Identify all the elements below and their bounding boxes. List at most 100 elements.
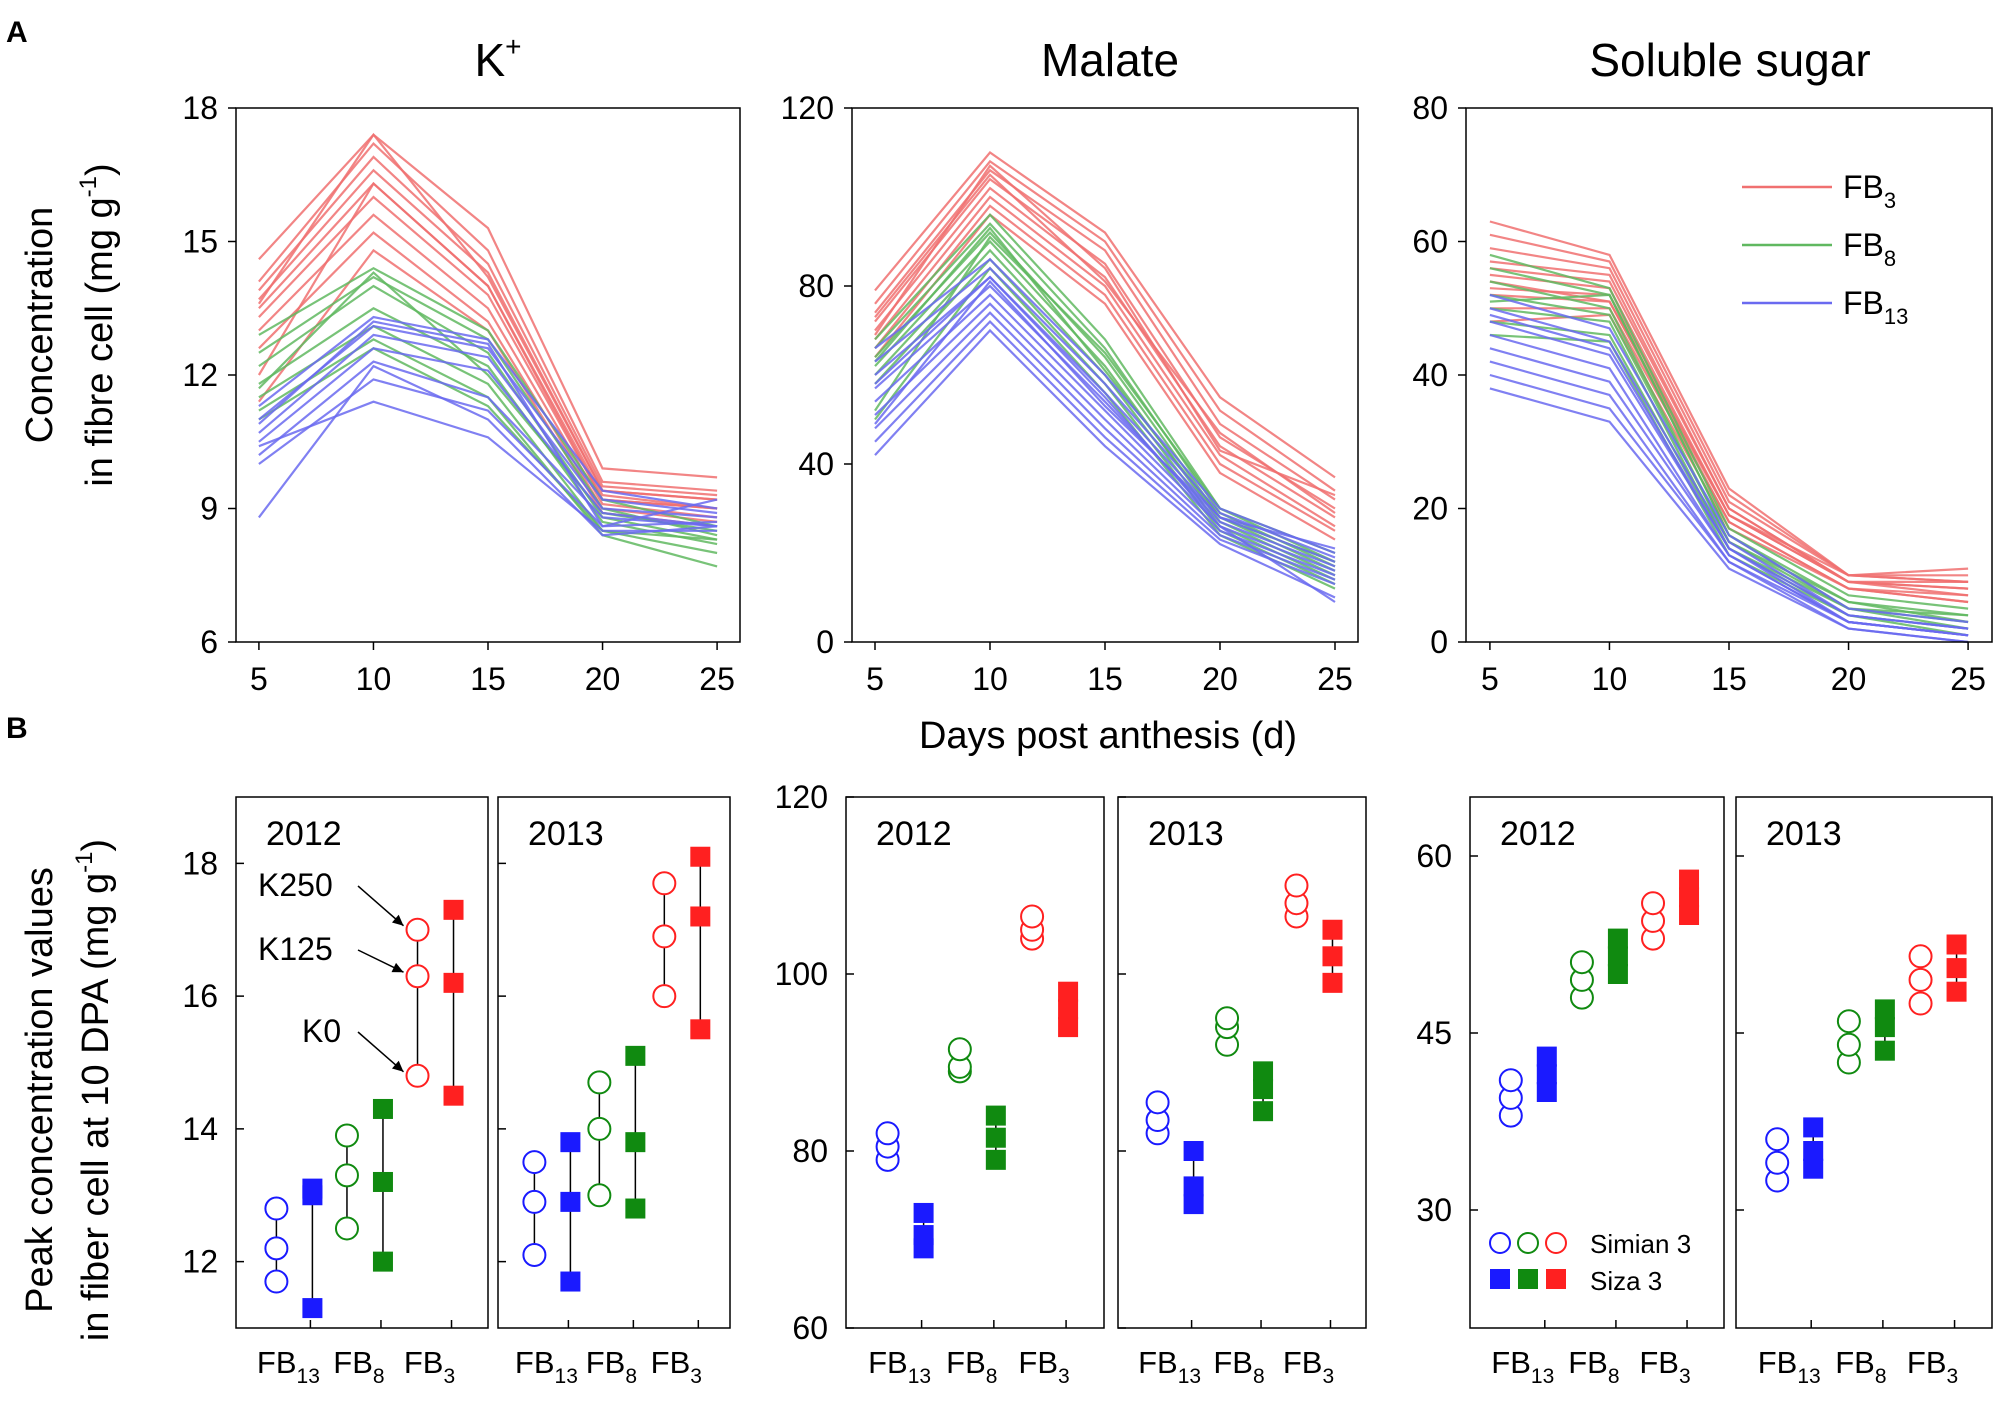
peak-subplot-2013: 2013 FB13 FB8 FB3: [1735, 796, 1993, 1388]
x-tick-label-sub: 13: [555, 1365, 578, 1388]
plot-frame: [1117, 796, 1367, 1329]
marker-simian-fb8: [1569, 950, 1594, 975]
marker-simian-fb13: [522, 1189, 547, 1214]
marker-siza-fb3: [443, 899, 464, 920]
series-line-fb13: [258, 364, 718, 537]
chart-title: Soluble sugar: [1589, 34, 1870, 86]
x-tick-label-sub: 8: [1253, 1365, 1265, 1388]
x-tick-label-fb3: FB3: [651, 1345, 702, 1388]
marker-siza-fb3: [1322, 919, 1343, 940]
y-tick-label: 45: [1416, 1015, 1452, 1051]
x-tick-label-fb3: FB3: [1907, 1345, 1958, 1388]
marker-siza-fb13: [302, 1178, 323, 1199]
marker-siza-fb8: [372, 1098, 393, 1119]
marker-simian-fb8: [947, 1037, 972, 1062]
x-tick-label-fb13: FB13: [257, 1345, 320, 1388]
legend-label-siza: Siza 3: [1590, 1266, 1662, 1296]
marker-siza-fb8: [625, 1132, 646, 1153]
y-axis-label-a: Concentration: [19, 207, 61, 444]
x-tick-label-fb8: FB8: [1213, 1345, 1264, 1388]
marker-simian-fb3: [652, 871, 677, 896]
y-tick-label: 60: [792, 1310, 828, 1346]
x-tick-label-sub: 3: [690, 1365, 702, 1388]
legend-label-simian: Simian 3: [1590, 1229, 1691, 1259]
annotation-arrowhead: [391, 962, 404, 973]
series-line-fb13: [874, 302, 1336, 577]
marker-siza-fb13: [560, 1271, 581, 1292]
x-tick-label-sub: 13: [908, 1365, 931, 1388]
marker-simian-fb8: [334, 1216, 359, 1241]
series-line-fb13: [874, 311, 1336, 581]
x-tick-label: 5: [1481, 661, 1499, 697]
y-axis-label-b-line1: Peak concentration values: [19, 867, 61, 1313]
x-tick-label: 15: [1711, 661, 1747, 697]
legend-marker-siza: [1518, 1269, 1538, 1289]
peak-subplot-2012: 2012 FB13 FB8 FB3: [845, 796, 1105, 1388]
svg-text:in fiber cell at 10 DPA (mg g-: in fiber cell at 10 DPA (mg g-1): [71, 839, 117, 1341]
marker-siza-fb13: [1803, 1117, 1824, 1138]
marker-siza-fb8: [1874, 1017, 1895, 1038]
line-chart-2: Malate 5 10 15 20 25 0 40 80 120: [781, 34, 1359, 697]
marker-simian-fb3: [1908, 944, 1933, 969]
series-line-fb3: [258, 231, 718, 523]
marker-siza-fb3: [1946, 981, 1967, 1002]
y-tick-label: 30: [1416, 1192, 1452, 1228]
x-tick-label: 25: [1317, 661, 1353, 697]
series-line-fb3: [874, 151, 1336, 479]
series-line-fb8: [1489, 307, 1969, 630]
legend-marker-siza: [1490, 1269, 1510, 1289]
marker-simian-fb8: [334, 1163, 359, 1188]
marker-simian-fb8: [1836, 1032, 1861, 1057]
marker-simian-fb3: [1284, 873, 1309, 898]
plot-frame: [1469, 796, 1725, 1329]
x-tick-label: 10: [972, 661, 1008, 697]
marker-simian-fb13: [875, 1121, 900, 1146]
x-tick-label-sub: 8: [625, 1365, 637, 1388]
chart-title-sup: +: [505, 31, 521, 62]
marker-siza-fb3: [443, 1085, 464, 1106]
series-line-fb3: [1489, 233, 1969, 577]
series-line-fb8: [874, 222, 1336, 568]
series-line-fb3: [874, 186, 1336, 519]
marker-siza-fb3: [1058, 1017, 1079, 1038]
marker-siza-fb8: [985, 1149, 1006, 1170]
marker-simian-fb8: [1836, 1009, 1861, 1034]
x-tick-label: 5: [866, 661, 884, 697]
series-line-fb13: [1489, 313, 1969, 637]
series-line-fb13: [1489, 387, 1969, 644]
series-line-fb3: [1489, 313, 1969, 604]
x-tick-label: 10: [356, 661, 392, 697]
x-tick-label-sub: 3: [1322, 1365, 1334, 1388]
legend-marker-siza: [1546, 1269, 1566, 1289]
marker-simian-fb8: [587, 1070, 612, 1095]
marker-siza-fb8: [985, 1105, 1006, 1126]
y-axis-label-b-2: in fiber cell at 10 DPA (mg g-1): [71, 839, 117, 1341]
y-tick-label: 40: [798, 446, 834, 482]
year-label: 2013: [1148, 815, 1224, 853]
y-tick-label: 12: [182, 1244, 218, 1280]
series-line-fb8: [258, 347, 718, 541]
marker-siza-fb3: [1679, 905, 1700, 925]
year-label: 2013: [528, 815, 604, 853]
series-line-fb3: [258, 168, 718, 501]
y-axis-label-a-2: in fibre cell (mg g-1): [75, 163, 121, 486]
marker-simian-fb13: [522, 1150, 547, 1175]
marker-siza-fb3: [690, 906, 711, 927]
y-axis-label-b-close: ): [75, 839, 117, 852]
peak-subplot-2013: 2013 FB13 FB8 FB3: [1117, 796, 1367, 1388]
y-tick-label: 9: [200, 491, 218, 527]
x-tick-label-fb13: FB13: [868, 1345, 931, 1388]
series-line-fb13: [874, 284, 1336, 568]
series-line-fb13: [874, 279, 1336, 550]
series-line-fb3: [874, 168, 1336, 501]
annotation-k125: K125: [258, 931, 333, 967]
chart-title: Malate: [1041, 34, 1179, 86]
plot-frame: [845, 796, 1105, 1329]
marker-siza-fb13: [560, 1132, 581, 1153]
y-tick-label: 120: [781, 90, 834, 126]
series-line-fb8: [1489, 280, 1969, 624]
legend-marker-simian: [1517, 1232, 1539, 1254]
series-line-fb3: [874, 177, 1336, 510]
